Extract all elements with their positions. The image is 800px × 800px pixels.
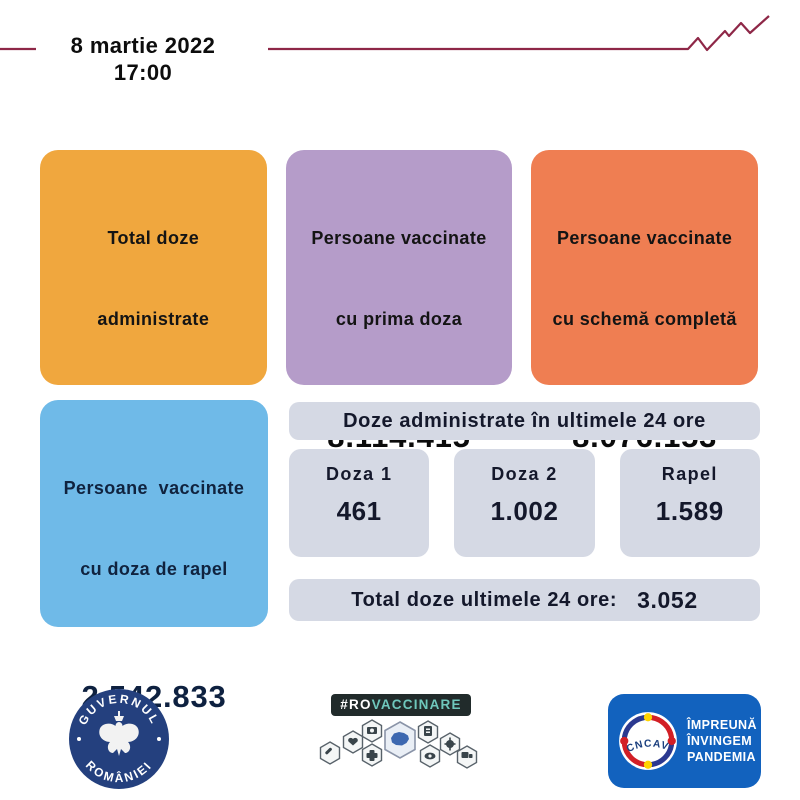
mini-card-doza1-value: 461 — [336, 496, 382, 526]
romania-map-icon — [391, 732, 409, 746]
card-total-doses-title: Total doze administrate — [97, 228, 210, 329]
mini-card-doza2-label: Doza 2 — [491, 464, 558, 484]
cncav-slogan: ÎMPREUNĂ ÎNVINGEM PANDEMIA — [687, 718, 757, 764]
mini-card-doza2-value: 1.002 — [490, 496, 559, 526]
cncav-circle-icon: CNCAV — [619, 712, 677, 770]
mini-card-rapel: Rapel 1.589 — [619, 449, 760, 557]
last-24h-panel: Doze administrate în ultimele 24 ore Doz… — [289, 402, 760, 621]
card-complete-scheme: Persoane vaccinate cu schemă completă 8.… — [531, 150, 759, 454]
card-first-dose-title: Persoane vaccinate cu prima doza — [311, 228, 487, 329]
card-booster: Persoane vaccinate cu doza de rapel 2.54… — [40, 400, 268, 714]
rovaccinare-logo: #ROVACCINARE — [316, 694, 486, 781]
rovaccinare-hash: #RO — [340, 697, 372, 712]
card-total-doses: Total doze administrate 16.725.732 — [40, 150, 267, 454]
card-first-dose: Persoane vaccinate cu prima doza 8.114.4… — [285, 150, 513, 454]
total-24h-bar: Total doze ultimele 24 ore: 3.052 — [289, 579, 760, 621]
eagle-icon — [99, 711, 139, 756]
card-complete-scheme-title: Persoane vaccinate cu schemă completă — [552, 228, 737, 329]
report-datetime: 8 martie 2022 17:00 — [55, 32, 231, 86]
hexagon-cluster-icon — [319, 719, 478, 769]
report-date: 8 martie 2022 — [70, 33, 216, 58]
mini-card-doza1-label: Doza 1 — [325, 464, 393, 484]
trend-line-icon — [0, 15, 770, 52]
mini-card-rapel-label: Rapel — [661, 464, 718, 484]
last-24h-cards: Doza 1 461 Doza 2 1.002 Rapel 1.589 — [289, 449, 760, 557]
report-time: 17:00 — [113, 60, 173, 85]
government-seal: GUVERNUL ROMÂNIEI — [69, 689, 169, 789]
total-24h-label: Total doze ultimele 24 ore: — [351, 588, 618, 611]
rovaccinare-badge: #ROVACCINARE — [331, 694, 471, 716]
mini-card-doza1: Doza 1 461 — [289, 449, 430, 557]
rovaccinare-rest: VACCINARE — [371, 697, 462, 712]
mini-card-rapel-value: 1.589 — [655, 496, 724, 526]
cncav-logo: CNCAV ÎMPREUNĂ ÎNVINGEM PANDEMIA — [608, 694, 761, 788]
card-booster-title: Persoane vaccinate cu doza de rapel — [63, 478, 245, 579]
last-24h-title: Doze administrate în ultimele 24 ore — [289, 402, 760, 440]
mini-card-doza2: Doza 2 1.002 — [454, 449, 595, 557]
stat-cards-row: Total doze administrate 16.725.732 Perso… — [40, 150, 759, 454]
total-24h-value: 3.052 — [637, 586, 698, 613]
